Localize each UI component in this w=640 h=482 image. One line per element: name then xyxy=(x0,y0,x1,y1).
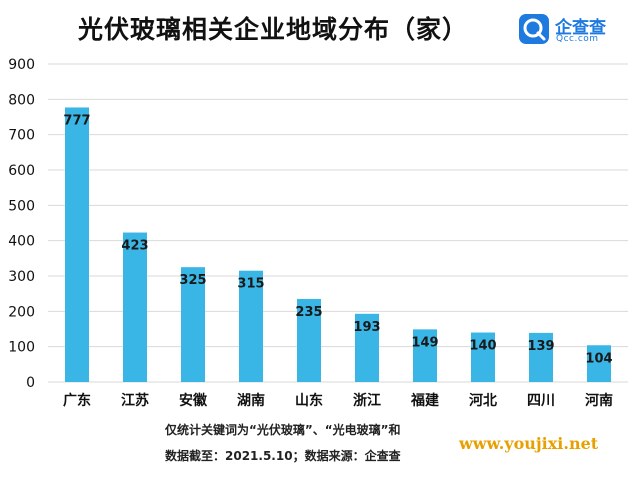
y-tick-label: 700 xyxy=(8,128,35,144)
data-label: 104 xyxy=(585,351,612,366)
logo-name: 企查查 xyxy=(555,18,606,38)
x-tick-label: 江苏 xyxy=(121,392,149,409)
x-tick-label: 四川 xyxy=(527,393,555,409)
watermark: www.youjixi.net xyxy=(459,434,599,453)
bar xyxy=(297,298,321,382)
data-label: 140 xyxy=(469,339,496,354)
y-tick-label: 900 xyxy=(8,57,35,73)
data-label: 139 xyxy=(527,339,554,354)
bar xyxy=(65,107,89,383)
data-label: 193 xyxy=(353,320,380,335)
chart-title: 光伏玻璃相关企业地域分布（家） xyxy=(78,15,469,44)
bar xyxy=(123,232,147,382)
bar xyxy=(471,332,495,382)
y-tick-label: 800 xyxy=(8,92,35,108)
x-tick-label: 福建 xyxy=(410,392,439,409)
x-tick-label: 广东 xyxy=(63,392,91,409)
bar xyxy=(355,313,379,382)
y-tick-label: 300 xyxy=(8,269,35,285)
bars: 777 423 325 315 235 193 149 140 139 104 xyxy=(63,107,613,383)
y-tick-label: 0 xyxy=(26,375,35,391)
y-tick-label: 600 xyxy=(8,163,35,179)
x-axis-ticks: 广东 江苏 安徽 湖南 山东 浙江 福建 河北 四川 河南 xyxy=(63,392,613,409)
bar xyxy=(413,329,437,382)
footnote-line-1: 仅统计关键词为“光伏玻璃”、“光电玻璃”和 xyxy=(165,423,401,437)
x-tick-label: 安徽 xyxy=(179,392,208,409)
y-axis-ticks: 0 100 200 300 400 500 600 700 800 900 xyxy=(8,57,35,391)
logo-url: Qcc.com xyxy=(556,34,599,44)
qcc-logo: 企查查 Qcc.com xyxy=(519,14,629,48)
bar xyxy=(181,267,205,382)
bar xyxy=(529,332,553,382)
bar xyxy=(587,345,611,382)
qcc-logo-icon xyxy=(519,14,549,44)
bar xyxy=(239,270,263,382)
data-label: 315 xyxy=(237,277,264,292)
x-tick-label: 山东 xyxy=(295,392,323,409)
data-label: 777 xyxy=(63,113,90,128)
data-label: 235 xyxy=(295,305,322,320)
data-label: 325 xyxy=(179,273,206,288)
y-tick-label: 500 xyxy=(8,198,35,214)
x-tick-label: 河南 xyxy=(585,392,613,409)
x-tick-label: 浙江 xyxy=(353,392,381,409)
data-label: 423 xyxy=(121,239,148,254)
y-tick-label: 100 xyxy=(8,340,35,356)
data-label: 149 xyxy=(411,335,438,350)
footnote-line-2: 数据截至：2021.5.10；数据来源：企查查 xyxy=(165,449,401,463)
y-tick-label: 200 xyxy=(8,304,35,320)
y-tick-label: 400 xyxy=(8,234,35,250)
x-tick-label: 湖南 xyxy=(237,392,265,409)
x-tick-label: 河北 xyxy=(469,392,497,409)
